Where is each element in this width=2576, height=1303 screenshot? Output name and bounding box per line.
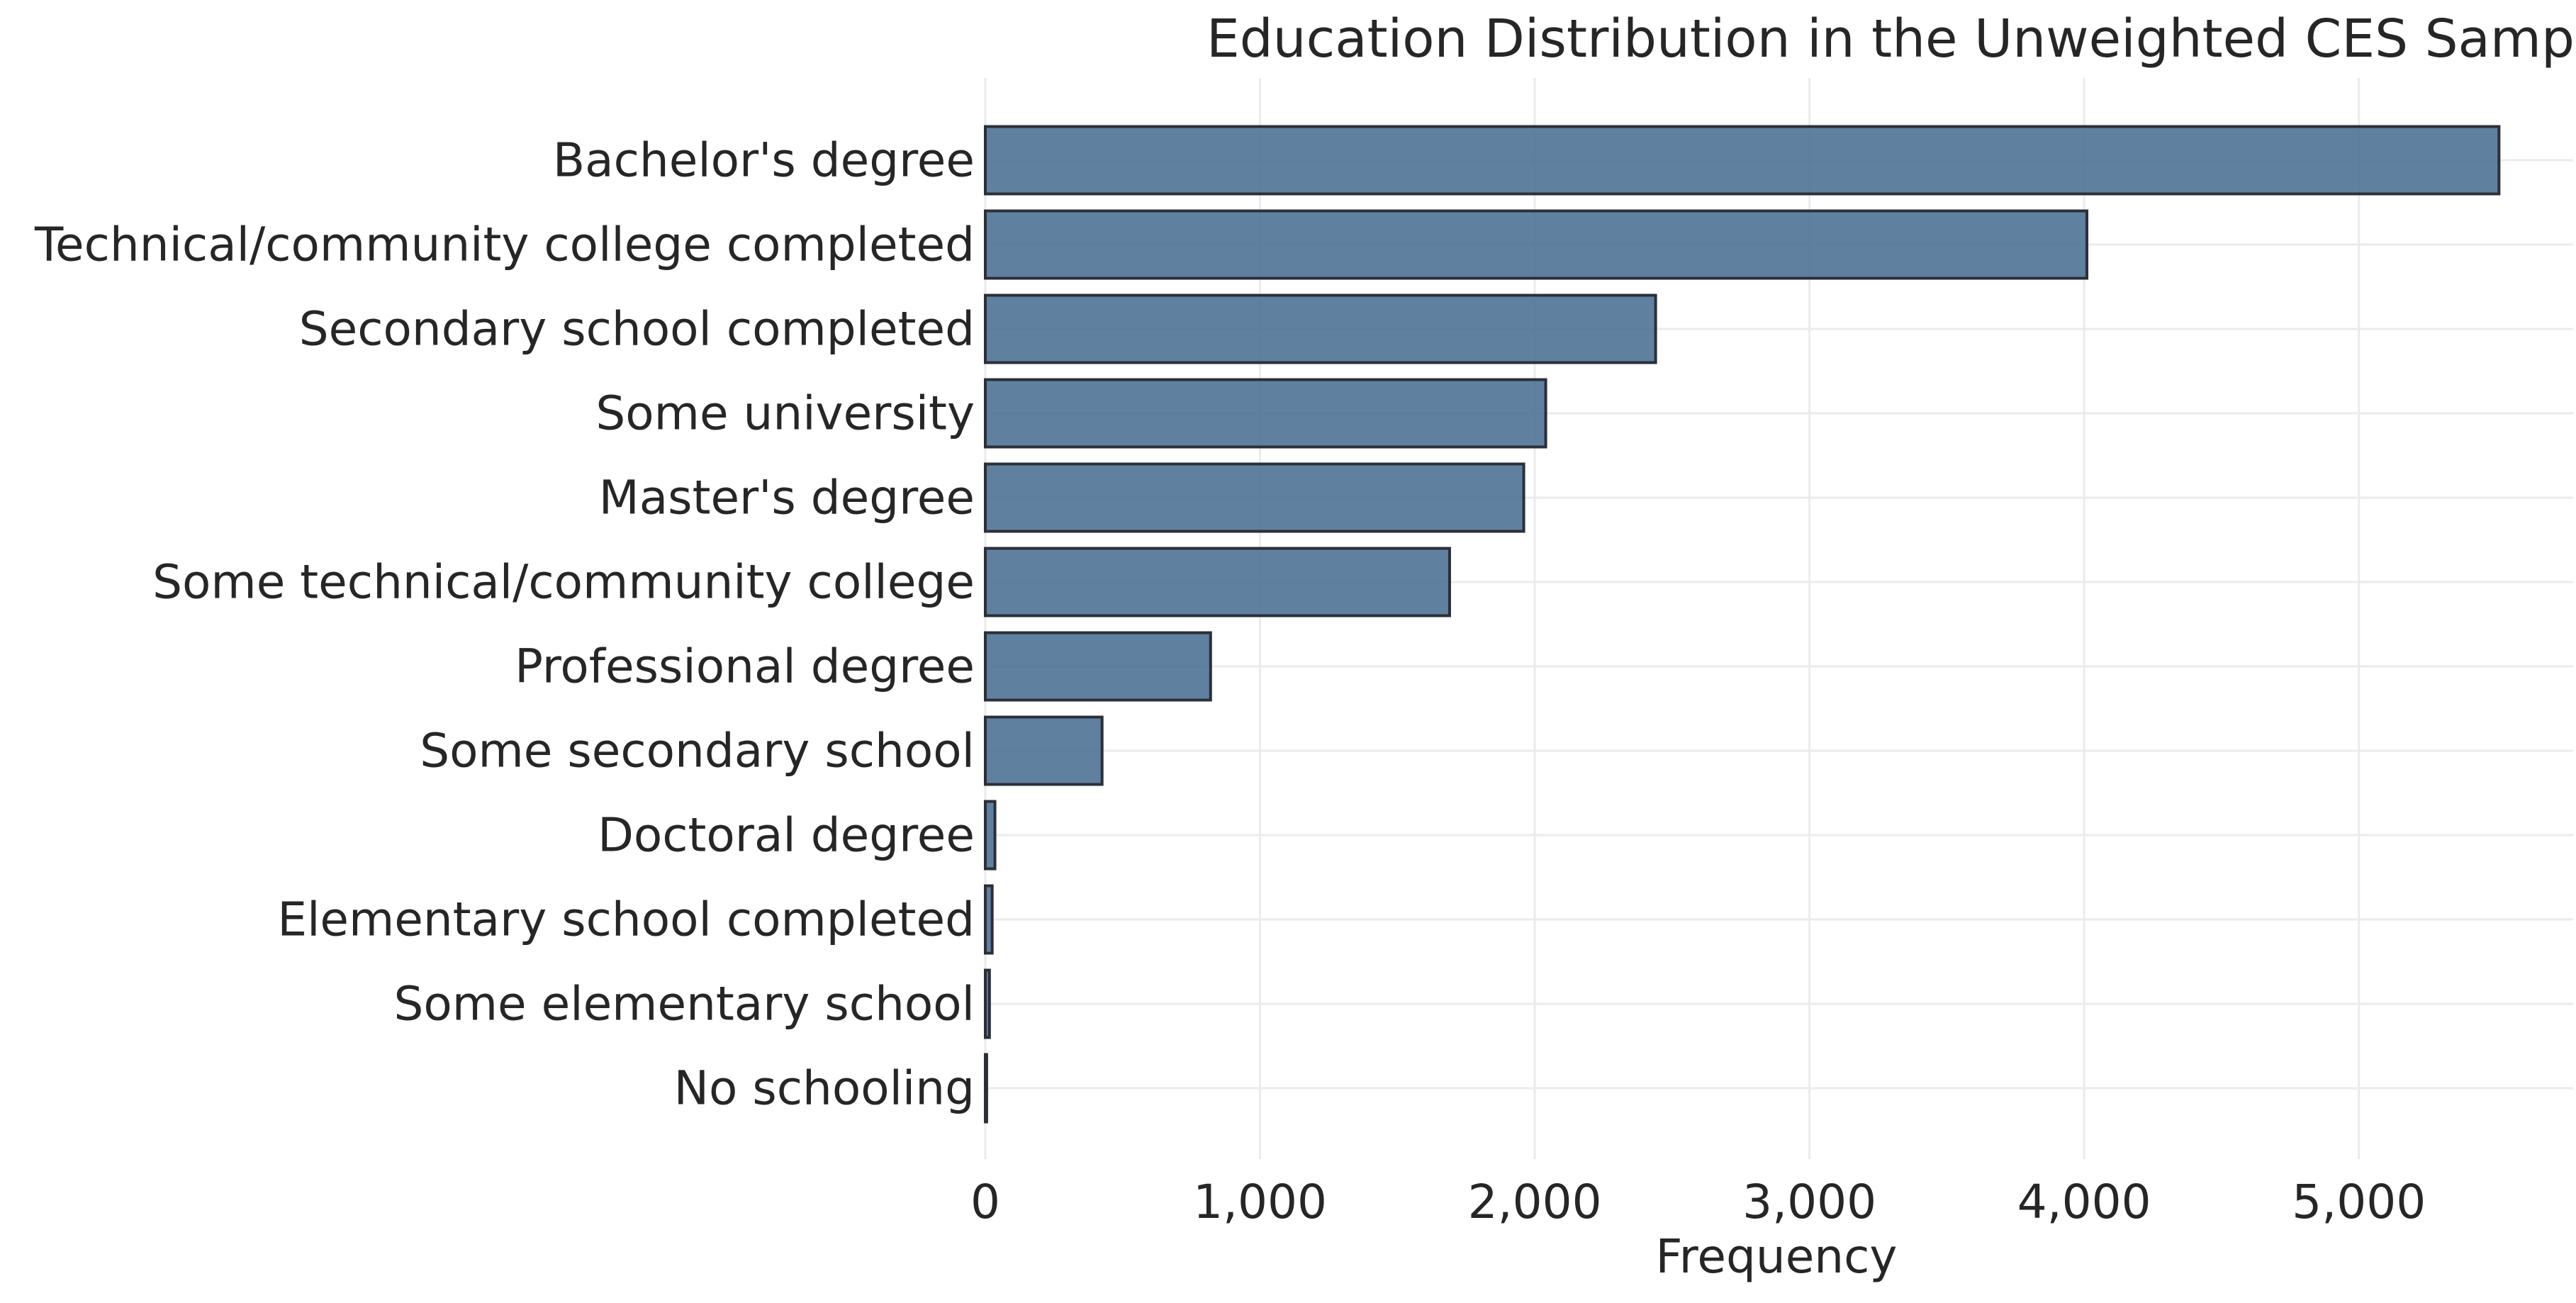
x-axis-label: Frequency — [1656, 1229, 1898, 1284]
x-tick-label: 2,000 — [1468, 1175, 1602, 1229]
x-tick-labels: 0 1,000 2,000 3,000 4,000 5,000 — [970, 1175, 2426, 1229]
bar — [984, 884, 994, 955]
chart-title: Education Distribution in the Unweighted… — [1206, 9, 2576, 69]
y-tick-label: Some university — [595, 386, 975, 441]
bars — [984, 125, 2501, 1124]
y-tick-label: Doctoral degree — [598, 808, 975, 863]
bar — [984, 1053, 988, 1124]
bar — [984, 968, 991, 1039]
x-tick-label: 4,000 — [2017, 1175, 2151, 1229]
bar — [984, 209, 2089, 280]
x-tick-label: 3,000 — [1742, 1175, 1876, 1229]
y-tick-label: Elementary school completed — [277, 893, 975, 947]
bar — [984, 378, 1547, 449]
y-tick-label: Secondary school completed — [299, 302, 975, 357]
y-tick-labels: Bachelor's degree Technical/community col… — [34, 133, 975, 1116]
bar — [984, 547, 1451, 617]
bar — [984, 715, 1104, 786]
x-tick-label: 0 — [970, 1175, 1000, 1229]
bar — [984, 125, 2501, 196]
bar — [984, 631, 1212, 702]
y-tick-label: Bachelor's degree — [553, 133, 975, 188]
y-tick-label: Master's degree — [599, 471, 975, 525]
bar — [984, 462, 1525, 533]
y-tick-label: Some technical/community college — [152, 555, 975, 610]
y-tick-label: Some elementary school — [393, 977, 975, 1031]
bar — [984, 800, 997, 871]
bar — [984, 293, 1657, 364]
x-tick-label: 1,000 — [1193, 1175, 1327, 1229]
y-tick-label: Professional degree — [515, 639, 975, 694]
x-tick-label: 5,000 — [2292, 1175, 2426, 1229]
y-tick-label: No schooling — [674, 1061, 975, 1116]
y-tick-label: Some secondary school — [420, 724, 975, 778]
y-tick-label: Technical/community college completed — [34, 218, 975, 272]
